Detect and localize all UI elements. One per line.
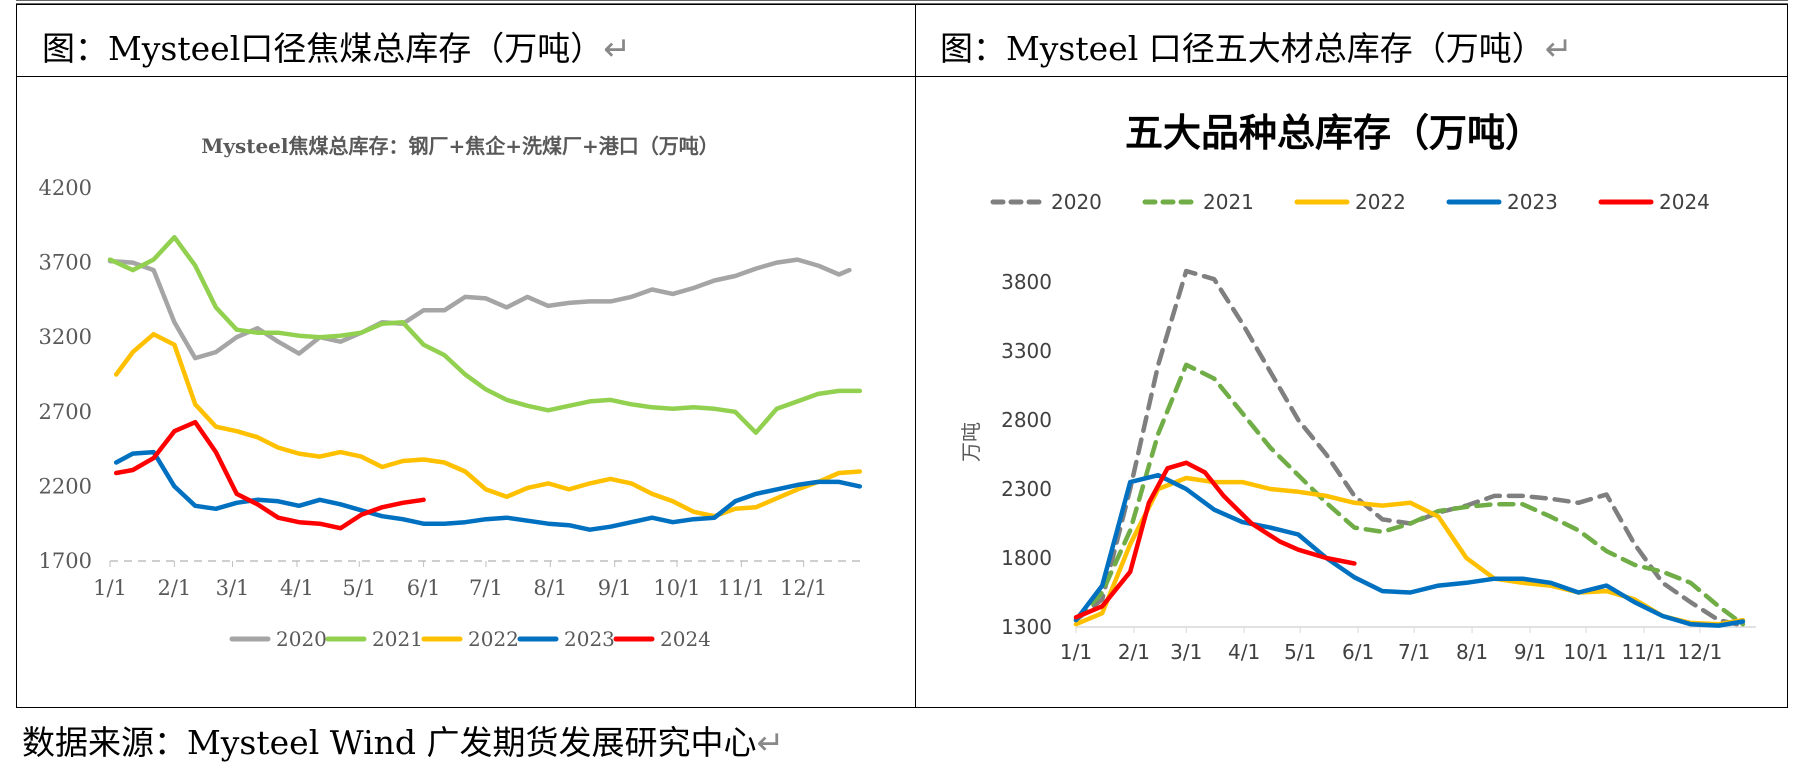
- left-caption-text: 图：Mysteel口径焦煤总库存（万吨）: [42, 29, 604, 68]
- source-note: 数据来源：Mysteel Wind 广发期货发展研究中心↵: [22, 716, 784, 764]
- return-mark-icon: ↵: [603, 29, 631, 68]
- left-caption: 图：Mysteel口径焦煤总库存（万吨）↵: [42, 22, 631, 70]
- return-mark-icon: ↵: [756, 723, 785, 762]
- right-caption: 图：Mysteel 口径五大材总库存（万吨）↵: [940, 22, 1572, 70]
- source-text: 数据来源：Mysteel Wind 广发期货发展研究中心: [22, 723, 757, 762]
- top-rule: [16, 0, 1788, 4]
- right-caption-text: 图：Mysteel 口径五大材总库存（万吨）: [940, 29, 1545, 68]
- return-mark-icon: ↵: [1544, 29, 1573, 68]
- figure-table-frame: [16, 4, 1788, 708]
- table-column-divider: [915, 4, 916, 708]
- table-header-divider: [16, 76, 1788, 77]
